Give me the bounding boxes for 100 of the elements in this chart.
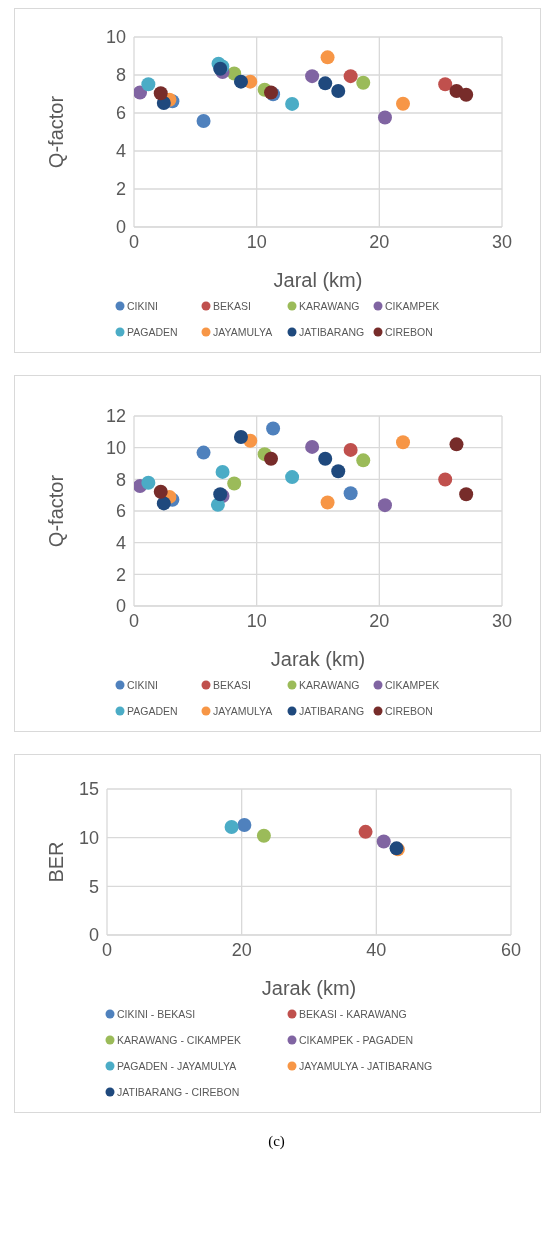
legend-label: KARAWANG bbox=[299, 300, 360, 312]
y-tick-label: 10 bbox=[105, 27, 126, 48]
y-tick-label: 0 bbox=[88, 925, 99, 946]
point bbox=[266, 421, 281, 436]
point bbox=[459, 87, 474, 102]
point bbox=[237, 818, 252, 833]
y-tick-label: 0 bbox=[115, 217, 126, 238]
point bbox=[318, 76, 333, 91]
point bbox=[318, 451, 333, 466]
x-tick-label: 20 bbox=[369, 231, 390, 252]
x-tick-label: 30 bbox=[491, 231, 513, 252]
legend-label: CIKINI bbox=[127, 300, 158, 312]
x-tick-label: 10 bbox=[246, 610, 267, 631]
x-tick-label: 0 bbox=[128, 610, 140, 631]
point bbox=[285, 96, 300, 111]
legend-label: JAYAMULYA bbox=[213, 705, 273, 717]
point bbox=[320, 50, 335, 65]
x-tick-label: 30 bbox=[491, 610, 513, 631]
y-tick-label: 6 bbox=[115, 501, 126, 522]
x-tick-label: 40 bbox=[366, 939, 387, 960]
legend-label: BEKASI bbox=[213, 300, 251, 312]
text: (c) bbox=[267, 1133, 286, 1150]
y-axis-title: Q-factor bbox=[45, 95, 68, 169]
point bbox=[224, 819, 239, 834]
x-axis-title: Jaral (km) bbox=[272, 268, 364, 292]
x-tick-label: 0 bbox=[128, 231, 140, 252]
legend-label: JAYAMULYA bbox=[213, 326, 273, 338]
x-axis-title: Jarak (km) bbox=[260, 976, 358, 1000]
y-tick-label: 10 bbox=[105, 438, 126, 459]
point bbox=[141, 77, 156, 92]
legend-label: CIKAMPEK bbox=[385, 679, 440, 691]
point bbox=[438, 472, 453, 487]
point bbox=[153, 86, 168, 101]
point bbox=[449, 437, 464, 452]
point bbox=[331, 83, 346, 98]
point bbox=[141, 475, 156, 490]
y-tick-label: 5 bbox=[88, 876, 99, 897]
point bbox=[356, 453, 371, 468]
x-tick-label: 10 bbox=[246, 231, 267, 252]
legend-label: JATIBARANG bbox=[299, 326, 365, 338]
legend-label: CIKAMPEK bbox=[385, 300, 440, 312]
legend-label: JAYAMULYA - JATIBARANG bbox=[299, 1060, 433, 1072]
legend-label: KARAWANG bbox=[299, 679, 360, 691]
y-tick-label: 6 bbox=[115, 103, 126, 124]
legend-label: BEKASI - KARAWANG bbox=[299, 1008, 407, 1020]
legend-label: CIKINI - BEKASI bbox=[117, 1008, 196, 1020]
legend-label: PAGADEN bbox=[127, 705, 178, 717]
y-tick-label: 4 bbox=[115, 533, 126, 554]
legend-label: CIKAMPEK - PAGADEN bbox=[299, 1034, 414, 1046]
point bbox=[305, 69, 320, 84]
x-tick-label: 20 bbox=[369, 610, 390, 631]
point bbox=[331, 464, 346, 479]
y-tick-label: 2 bbox=[115, 564, 126, 585]
point bbox=[156, 496, 171, 511]
point bbox=[356, 75, 371, 90]
legend-label: BEKASI bbox=[213, 679, 251, 691]
y-axis-title: BER bbox=[45, 841, 68, 883]
point bbox=[343, 486, 358, 501]
point bbox=[233, 74, 248, 89]
point bbox=[438, 77, 453, 92]
point bbox=[227, 476, 242, 491]
point bbox=[320, 495, 335, 510]
point bbox=[153, 484, 168, 499]
legend-label: PAGADEN bbox=[127, 326, 178, 338]
y-tick-label: 0 bbox=[115, 596, 126, 617]
point bbox=[256, 828, 271, 843]
point bbox=[343, 442, 358, 457]
y-tick-label: 8 bbox=[115, 469, 126, 490]
point bbox=[134, 85, 148, 100]
legend-label: JATIBARANG bbox=[299, 705, 365, 717]
point bbox=[215, 464, 230, 479]
y-tick-label: 15 bbox=[78, 779, 99, 800]
y-tick-label: 10 bbox=[78, 828, 99, 849]
point bbox=[343, 69, 358, 84]
y-tick-label: 12 bbox=[105, 406, 126, 427]
y-tick-label: 8 bbox=[115, 65, 126, 86]
point bbox=[196, 113, 211, 128]
point bbox=[396, 435, 411, 450]
point bbox=[377, 498, 392, 513]
point bbox=[358, 824, 373, 839]
point bbox=[285, 470, 300, 485]
legend-label: KARAWANG - CIKAMPEK bbox=[117, 1034, 242, 1046]
legend-label: CIREBON bbox=[385, 326, 433, 338]
x-axis-title: Jarak (km) bbox=[269, 647, 367, 671]
legend-label: JATIBARANG - CIREBON bbox=[117, 1086, 240, 1098]
x-tick-label: 60 bbox=[500, 939, 522, 960]
point bbox=[305, 439, 320, 454]
point bbox=[377, 110, 392, 125]
legend-label: CIREBON bbox=[385, 705, 433, 717]
y-tick-label: 4 bbox=[115, 141, 126, 162]
point bbox=[264, 451, 279, 466]
legend-label: CIKINI bbox=[127, 679, 158, 691]
point bbox=[376, 834, 391, 849]
x-tick-label: 20 bbox=[231, 939, 252, 960]
point bbox=[459, 487, 474, 502]
point bbox=[233, 430, 248, 445]
point bbox=[396, 96, 411, 111]
y-axis-title: Q-factor bbox=[45, 474, 68, 548]
y-tick-label: 2 bbox=[115, 179, 126, 200]
legend-label: PAGADEN - JAYAMULYA bbox=[117, 1060, 237, 1072]
